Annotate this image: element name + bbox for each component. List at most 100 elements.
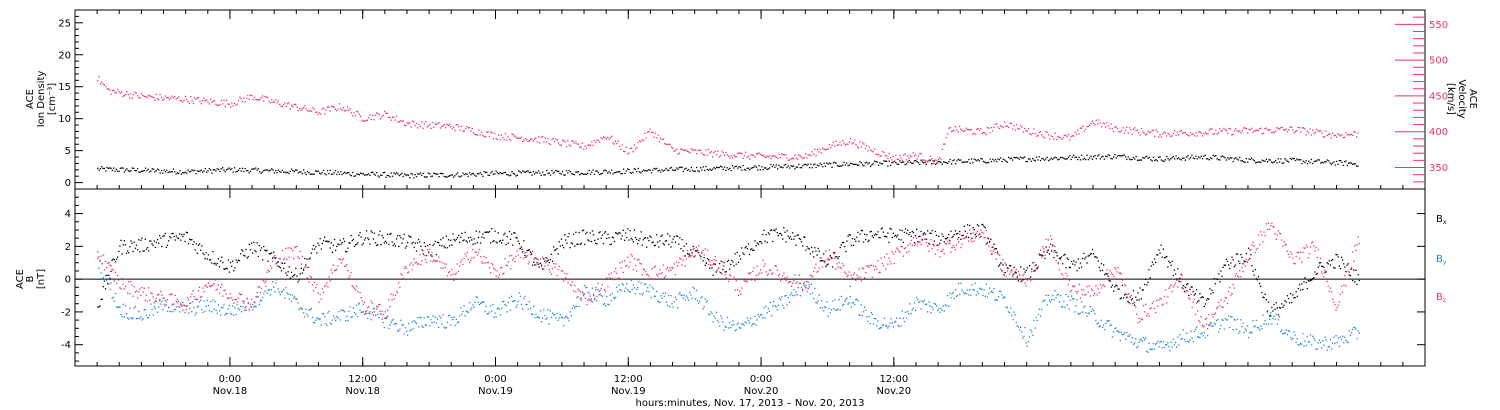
bx-point — [640, 231, 642, 233]
density-point — [948, 161, 950, 163]
bz-point — [860, 280, 862, 282]
density-point — [903, 161, 905, 163]
bx-point — [1049, 243, 1052, 245]
by-point — [1315, 348, 1317, 350]
by-point — [983, 289, 985, 291]
bz-point — [648, 275, 650, 277]
by-point — [441, 323, 443, 325]
density-point — [1024, 156, 1026, 158]
velocity-point — [840, 144, 842, 146]
velocity-point — [641, 139, 643, 141]
velocity-point — [126, 91, 128, 93]
velocity-point — [240, 98, 242, 100]
density-point — [741, 169, 743, 171]
velocity-point — [519, 137, 521, 139]
velocity-point — [324, 113, 326, 115]
bx-point — [322, 239, 325, 242]
by-point — [779, 298, 782, 301]
density-point — [1028, 158, 1030, 160]
by-point — [670, 295, 672, 297]
bx-point — [660, 235, 662, 237]
bx-point — [689, 255, 691, 257]
velocity-point — [611, 135, 613, 137]
by-point — [281, 290, 284, 292]
bx-point — [279, 267, 281, 269]
by-point — [459, 315, 461, 317]
by-point — [991, 290, 993, 292]
bx-point — [1280, 307, 1282, 309]
density-point — [1310, 158, 1313, 161]
velocity-point — [742, 157, 744, 159]
bx-point — [964, 230, 966, 232]
bz-point — [281, 250, 284, 252]
by-point — [879, 327, 881, 329]
velocity-point — [279, 103, 281, 105]
velocity-point — [931, 158, 933, 160]
bx-point — [1090, 253, 1093, 255]
bz-point — [606, 277, 608, 279]
bx-point — [408, 235, 410, 237]
by-point — [1208, 324, 1210, 326]
bx-point — [111, 259, 113, 261]
by-point — [655, 290, 658, 292]
by-point — [813, 297, 815, 300]
velocity-point — [222, 103, 224, 105]
bx-point — [452, 233, 454, 235]
by-point — [493, 316, 495, 318]
bx-point — [1001, 270, 1003, 272]
velocity-point — [1170, 135, 1172, 138]
velocity-point — [349, 108, 351, 110]
by-point — [372, 307, 374, 310]
velocity-point — [787, 159, 789, 161]
density-point — [1128, 158, 1131, 160]
density-point — [1174, 158, 1176, 160]
by-point — [508, 297, 511, 299]
bz-point — [685, 258, 688, 260]
velocity-point — [527, 140, 529, 142]
by-point — [221, 306, 223, 308]
bz-point — [179, 306, 181, 309]
by-point — [691, 297, 693, 299]
bx-point — [1095, 256, 1097, 258]
bz-point — [703, 254, 705, 256]
bx-point — [411, 243, 413, 245]
bz-point — [352, 286, 354, 288]
by-point — [1251, 332, 1253, 334]
density-point — [1257, 161, 1259, 163]
bz-point — [325, 284, 327, 286]
bx-point — [925, 238, 928, 240]
by-point — [241, 311, 243, 313]
bx-point — [1066, 257, 1068, 259]
by-point — [886, 325, 888, 328]
velocity-point — [1017, 128, 1019, 130]
density-point — [129, 170, 131, 172]
velocity-point — [770, 157, 772, 160]
bz-point — [349, 275, 351, 277]
density-point — [410, 172, 412, 175]
velocity-point — [544, 137, 546, 139]
by-point — [214, 301, 216, 303]
density-point — [137, 168, 139, 170]
density-point — [823, 162, 825, 164]
velocity-point — [1132, 128, 1135, 130]
density-point — [451, 174, 453, 176]
velocity-point — [685, 149, 687, 151]
top-y2tick-label: 350 — [1429, 163, 1448, 174]
bx-point — [331, 251, 333, 253]
bz-point — [435, 260, 437, 262]
density-point — [1216, 158, 1218, 160]
density-point — [1186, 156, 1188, 158]
by-point — [865, 309, 867, 312]
by-point — [848, 302, 850, 304]
density-point — [105, 170, 107, 172]
density-point — [1340, 160, 1342, 162]
bz-point — [555, 263, 557, 265]
velocity-point — [903, 154, 905, 156]
bx-point — [468, 240, 471, 242]
bz-point — [135, 290, 138, 292]
by-point — [124, 305, 127, 307]
density-point — [782, 167, 784, 169]
by-point — [1280, 331, 1282, 333]
velocity-point — [919, 153, 921, 155]
by-point — [1263, 323, 1265, 325]
